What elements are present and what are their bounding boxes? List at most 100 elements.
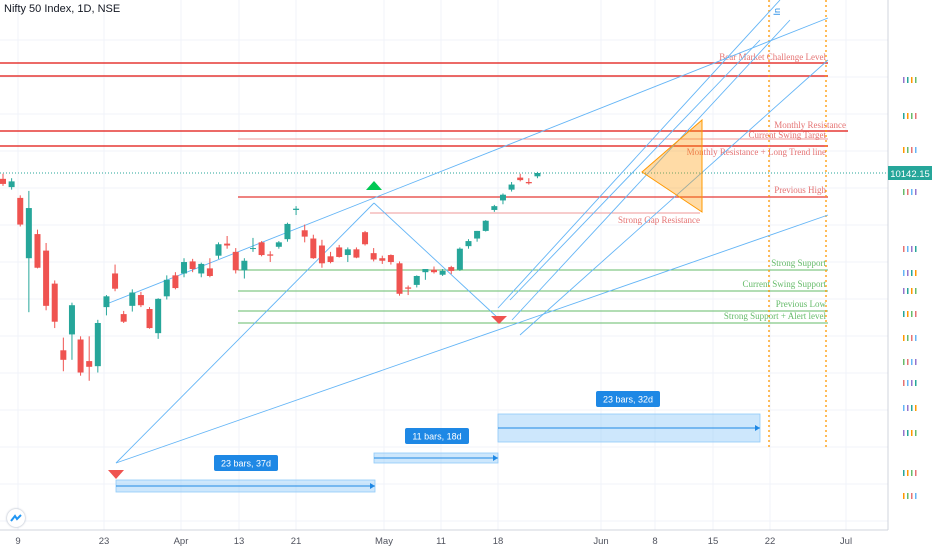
candle-body bbox=[413, 275, 420, 285]
candle-body bbox=[206, 268, 213, 276]
candle-body bbox=[534, 173, 541, 177]
time-axis-tick: May bbox=[375, 536, 393, 547]
trend-channels bbox=[103, 0, 829, 464]
candle-body bbox=[396, 263, 403, 294]
time-axis-tick: 13 bbox=[234, 536, 245, 547]
monthly-resistance-label: Monthly Resistance bbox=[774, 120, 846, 130]
price-axis-marker bbox=[915, 147, 917, 153]
price-axis-marker bbox=[915, 77, 917, 83]
candle-body bbox=[137, 295, 144, 306]
price-axis-marker bbox=[911, 147, 913, 153]
candle-body bbox=[379, 258, 386, 261]
grid bbox=[0, 0, 888, 530]
candle-body bbox=[241, 260, 248, 271]
support-alert-label: Strong Support + Alert level bbox=[724, 311, 827, 321]
time-axis-tick: 11 bbox=[436, 536, 446, 547]
candle-body bbox=[491, 206, 498, 210]
symbol-name: Nifty 50 Index bbox=[4, 3, 72, 15]
price-axis-marker bbox=[915, 288, 917, 294]
channel-line bbox=[115, 202, 375, 464]
channel-line bbox=[519, 59, 829, 336]
time-axis-tick: 23 bbox=[99, 536, 110, 547]
candle-body bbox=[0, 178, 6, 184]
candle-body bbox=[301, 230, 308, 237]
candle-body bbox=[189, 261, 196, 270]
interval-label: 1D bbox=[77, 3, 92, 15]
candle-body bbox=[293, 208, 300, 210]
monthly-long-trend-label: Monthly Resistance + Long Trend line bbox=[687, 147, 826, 157]
price-axis-marker bbox=[915, 430, 917, 436]
gap-resistance-label: Strong Gap Resistance bbox=[618, 215, 700, 225]
candle-body bbox=[387, 255, 394, 263]
candle-body bbox=[318, 245, 325, 264]
price-axis-marker bbox=[907, 470, 909, 476]
price-axis-marker bbox=[907, 189, 909, 195]
candle-body bbox=[224, 243, 231, 246]
previous-low-label: Previous Low bbox=[776, 299, 827, 309]
candle-body bbox=[267, 254, 274, 256]
price-axis-marker bbox=[907, 246, 909, 252]
candle-body bbox=[249, 248, 256, 250]
candle-body bbox=[370, 253, 377, 260]
price-axis-marker bbox=[903, 493, 905, 499]
candle-body bbox=[8, 181, 15, 188]
channel-line bbox=[373, 202, 499, 319]
projection-triangle bbox=[641, 118, 703, 213]
candle-body bbox=[474, 230, 481, 239]
high-marker-arrow bbox=[366, 181, 382, 190]
candle-body bbox=[310, 238, 317, 259]
time-axis-tick: 21 bbox=[291, 536, 302, 547]
price-axis-marker bbox=[903, 335, 905, 341]
price-axis-marker bbox=[915, 335, 917, 341]
price-axis-marker bbox=[915, 189, 917, 195]
date-range-label-bg bbox=[596, 391, 660, 407]
price-axis-marker bbox=[907, 270, 909, 276]
swing-support-label: Current Swing Support bbox=[742, 279, 826, 289]
price-axis-marker bbox=[911, 359, 913, 365]
candle-body bbox=[344, 249, 351, 256]
price-axis-marker bbox=[911, 113, 913, 119]
low-marker-arrow bbox=[108, 470, 124, 479]
price-axis-marker bbox=[903, 147, 905, 153]
price-axis-marker bbox=[915, 311, 917, 317]
channel-line bbox=[511, 19, 791, 321]
candle-body bbox=[517, 177, 524, 181]
price-axis-marker bbox=[915, 470, 917, 476]
price-axis-marker bbox=[903, 113, 905, 119]
previous-high-label: Previous High bbox=[774, 185, 826, 195]
candle-body bbox=[431, 269, 437, 273]
date-range-arrowhead bbox=[370, 483, 375, 489]
candle-body bbox=[275, 242, 282, 247]
price-axis-marker bbox=[903, 470, 905, 476]
price-axis-marker bbox=[907, 335, 909, 341]
price-axis-marker bbox=[911, 270, 913, 276]
current-price-label: 10142.15 bbox=[890, 169, 930, 180]
price-axis-marker bbox=[907, 311, 909, 317]
symbol-header: Nifty 50 Index, 1D, NSE bbox=[4, 3, 120, 15]
channel-line bbox=[115, 214, 829, 464]
candle-body bbox=[198, 263, 205, 274]
tradingview-logo-icon[interactable] bbox=[7, 509, 25, 527]
price-axis-marker bbox=[903, 270, 905, 276]
candle-body bbox=[25, 208, 32, 259]
price-axis-marker bbox=[915, 113, 917, 119]
candle-body bbox=[362, 232, 369, 245]
candle-body bbox=[103, 296, 110, 308]
price-axis-marker bbox=[911, 311, 913, 317]
price-axis-marker bbox=[915, 359, 917, 365]
exchange-label: NSE bbox=[97, 3, 121, 15]
candle-body bbox=[482, 220, 489, 231]
price-axis-marker bbox=[911, 189, 913, 195]
date-range-label: 11 bars, 18d bbox=[412, 432, 461, 442]
price-axis-marker bbox=[915, 380, 917, 386]
candle-body bbox=[465, 241, 472, 247]
candle-body bbox=[146, 309, 153, 329]
time-axis-tick: 9 bbox=[15, 536, 20, 547]
candle-body bbox=[129, 292, 136, 306]
price-axis-marker bbox=[911, 470, 913, 476]
candle-body bbox=[181, 262, 188, 274]
current-price-tag bbox=[888, 166, 932, 180]
candle-body bbox=[499, 194, 506, 201]
date-ranges: 23 bars, 37d 11 bars, 18d 23 bars, 32d bbox=[115, 391, 761, 493]
